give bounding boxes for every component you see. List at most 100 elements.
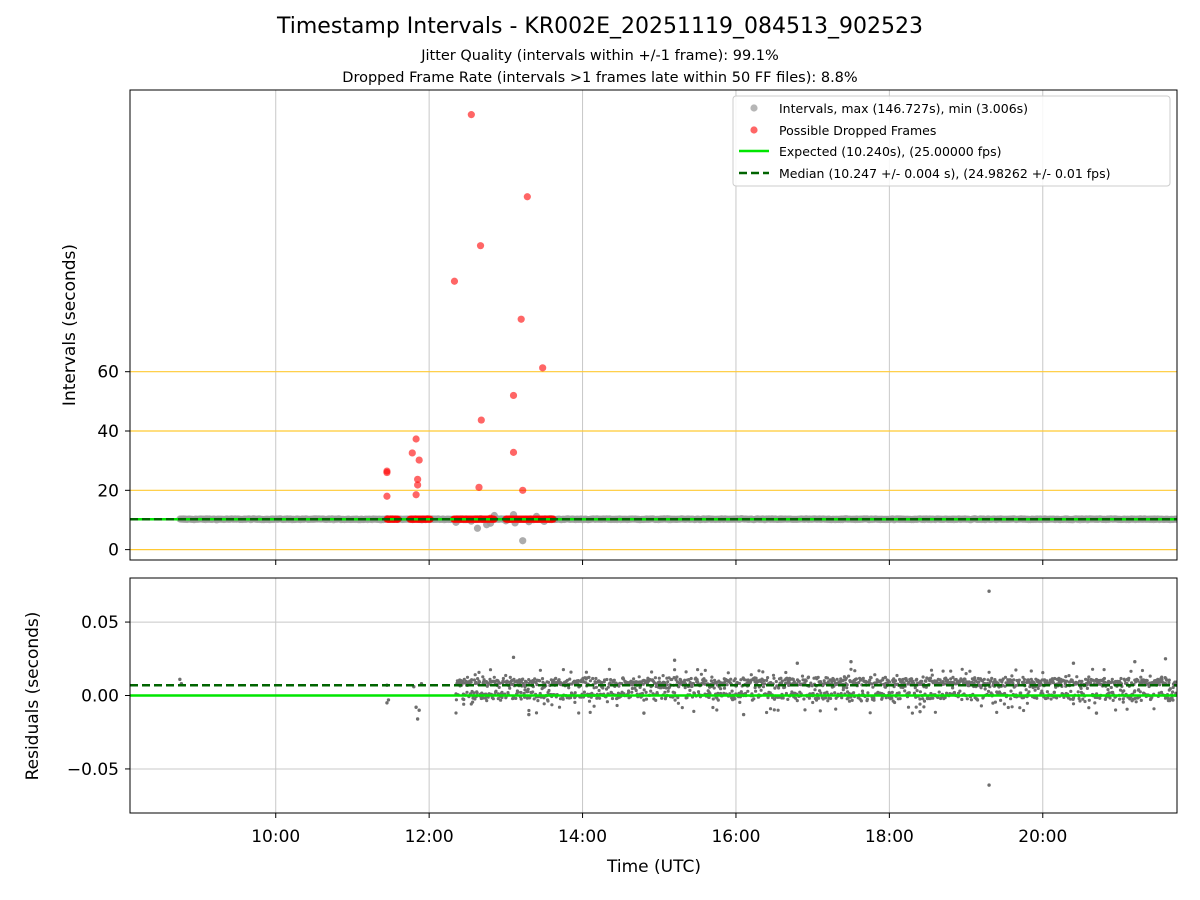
residual-point xyxy=(857,681,861,685)
residual-point xyxy=(1022,677,1026,682)
residual-point xyxy=(386,698,391,702)
dropped-frame-point xyxy=(517,315,525,323)
residual-point xyxy=(773,686,777,690)
residual-point xyxy=(688,688,692,693)
residuals-y-tick-label: −0.05 xyxy=(67,760,119,780)
intervals-y-tick-label: 0 xyxy=(108,541,119,561)
dropped-frame-point xyxy=(412,435,420,443)
residual-point xyxy=(1049,697,1053,701)
residual-point xyxy=(504,673,508,678)
residual-point xyxy=(550,703,554,707)
residual-point xyxy=(659,686,663,690)
residual-point xyxy=(494,689,498,693)
residual-point xyxy=(557,678,561,682)
residual-point xyxy=(990,676,994,681)
residual-point xyxy=(673,668,677,672)
residual-point xyxy=(951,675,955,680)
residual-point xyxy=(1067,674,1071,678)
residual-point xyxy=(1109,685,1113,690)
residual-point xyxy=(594,685,599,689)
residual-point xyxy=(1117,679,1122,684)
dropped-frame-point xyxy=(383,492,391,500)
residual-point xyxy=(768,691,772,695)
residual-point xyxy=(654,698,658,703)
residual-point xyxy=(890,690,894,695)
residual-point xyxy=(638,685,642,690)
residual-point xyxy=(1046,696,1050,700)
residual-point xyxy=(935,680,939,684)
residual-point xyxy=(526,690,530,694)
residual-point xyxy=(1006,705,1010,710)
residual-point xyxy=(739,690,743,694)
residual-point xyxy=(759,688,763,692)
residual-point xyxy=(496,697,500,701)
residual-point xyxy=(924,679,928,683)
residual-point xyxy=(542,702,546,706)
residual-point xyxy=(683,678,687,682)
residual-point xyxy=(504,696,508,700)
residual-point xyxy=(768,707,773,711)
dropped-frame-point xyxy=(476,242,485,250)
residual-point xyxy=(499,698,503,702)
residual-point xyxy=(662,681,667,685)
residual-point xyxy=(937,690,941,694)
residual-point xyxy=(995,710,999,715)
residual-point xyxy=(1079,686,1083,691)
intervals-y-axis-label: Intervals (seconds) xyxy=(60,244,80,406)
residual-point xyxy=(1001,677,1005,681)
residual-point xyxy=(871,685,875,689)
residual-point xyxy=(898,697,902,701)
residual-point xyxy=(1093,701,1097,705)
residual-point xyxy=(1033,688,1037,692)
residual-point xyxy=(1140,668,1145,673)
residuals-series xyxy=(178,589,1177,787)
residual-point xyxy=(840,696,844,700)
residual-point xyxy=(417,708,421,712)
residual-point xyxy=(795,699,799,703)
residual-point xyxy=(646,680,650,684)
residual-point xyxy=(1064,675,1068,679)
residual-point xyxy=(524,680,529,684)
residual-point xyxy=(960,697,964,702)
residual-point xyxy=(794,696,798,700)
legend-intervals-marker xyxy=(750,104,758,112)
residual-point xyxy=(592,704,596,708)
residual-point xyxy=(672,676,676,680)
residual-point xyxy=(540,677,545,681)
residual-point xyxy=(979,704,984,708)
residual-point xyxy=(781,696,785,700)
residual-point xyxy=(473,673,477,677)
residual-point xyxy=(1089,681,1093,685)
residual-point xyxy=(1094,711,1099,715)
legend-dropped-marker xyxy=(750,126,758,134)
residual-point xyxy=(822,679,826,683)
residual-point xyxy=(573,700,577,705)
residual-point xyxy=(883,685,888,689)
residual-point xyxy=(1078,699,1082,703)
residual-point xyxy=(1103,680,1107,685)
residual-point xyxy=(854,677,859,681)
residual-point xyxy=(385,701,389,705)
residual-point xyxy=(526,687,530,691)
residual-point xyxy=(1077,696,1081,701)
residual-point xyxy=(519,690,523,695)
residuals-panel: −0.05 0.00 0.05 10:00 12:00 14:00 16:00 18:00 20… xyxy=(23,577,1178,877)
residual-point xyxy=(861,676,865,680)
x-axis-tick-label: 12:00 xyxy=(405,827,454,847)
residual-point xyxy=(918,702,922,706)
residual-point xyxy=(976,698,980,702)
residual-point xyxy=(630,686,635,691)
residual-point xyxy=(561,668,566,672)
residual-point xyxy=(725,683,729,687)
residual-point xyxy=(660,696,664,700)
residual-point xyxy=(711,697,715,701)
residual-point xyxy=(830,680,834,684)
residual-point xyxy=(469,702,473,706)
residual-point xyxy=(594,676,598,681)
legend-box xyxy=(732,95,1171,187)
residual-point xyxy=(577,711,581,715)
residual-point xyxy=(487,682,491,686)
residual-point xyxy=(670,677,674,682)
residual-point xyxy=(554,676,558,680)
